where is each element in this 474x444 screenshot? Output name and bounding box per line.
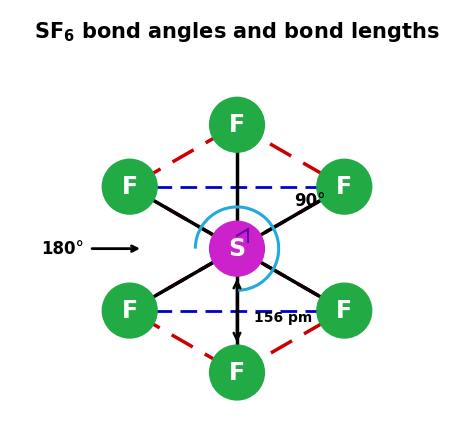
Circle shape — [210, 97, 264, 152]
Text: 156 pm: 156 pm — [254, 311, 312, 325]
Text: F: F — [229, 361, 245, 385]
Circle shape — [102, 159, 157, 214]
Circle shape — [102, 283, 157, 338]
Circle shape — [317, 283, 372, 338]
Text: F: F — [229, 113, 245, 137]
Text: F: F — [336, 298, 352, 323]
Text: S: S — [228, 237, 246, 261]
Text: 180°: 180° — [42, 240, 84, 258]
Text: F: F — [336, 174, 352, 199]
Text: F: F — [122, 174, 138, 199]
Text: 90°: 90° — [294, 192, 326, 210]
Circle shape — [317, 159, 372, 214]
Text: F: F — [122, 298, 138, 323]
Circle shape — [210, 221, 264, 276]
Circle shape — [210, 345, 264, 400]
Text: $\mathbf{SF_6}$ bond angles and bond lengths: $\mathbf{SF_6}$ bond angles and bond len… — [34, 20, 440, 44]
